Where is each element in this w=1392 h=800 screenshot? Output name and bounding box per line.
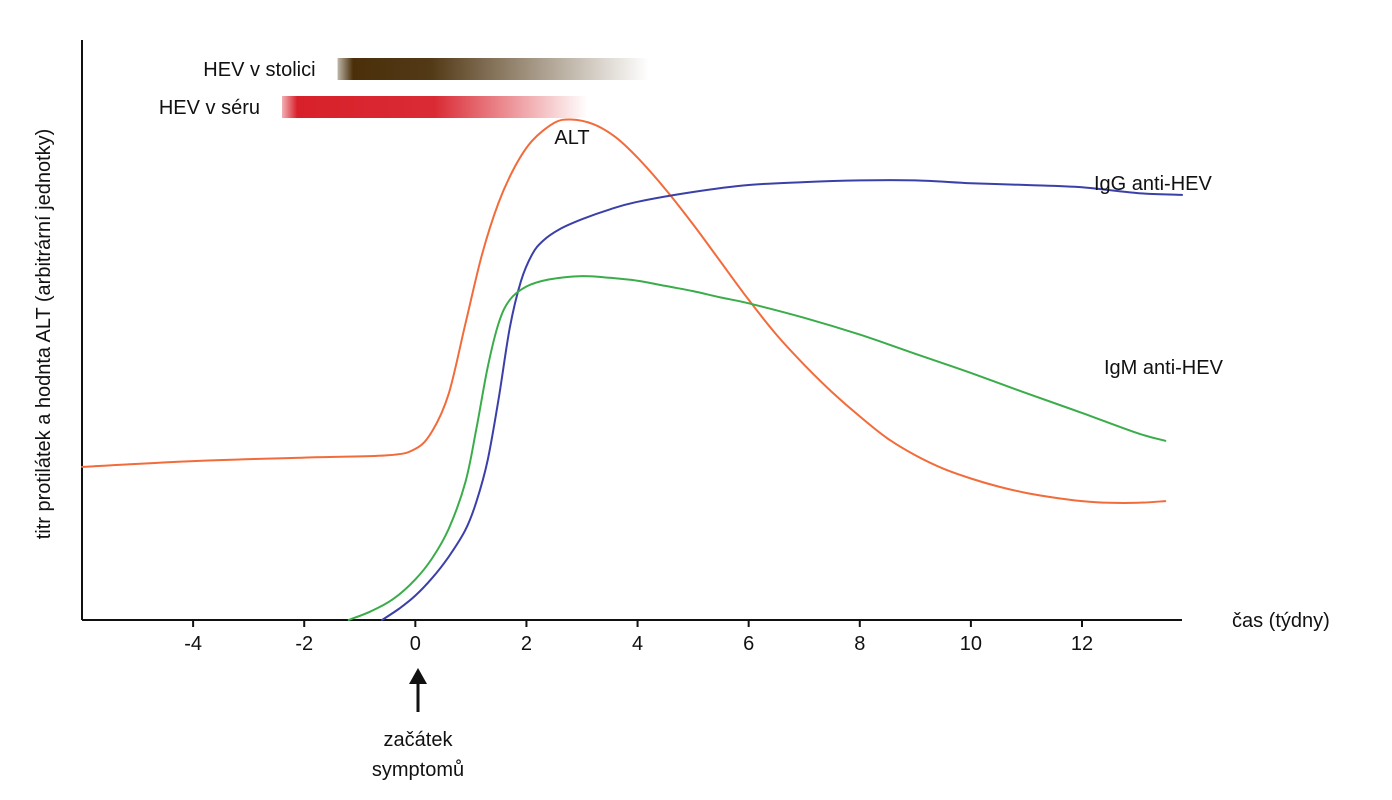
shedding-bar <box>282 96 588 118</box>
x-axis-label: čas (týdny) <box>1232 610 1330 632</box>
x-ticks: -4 -2 0 2 4 6 8 10 12 <box>184 620 1093 655</box>
series-lines <box>81 118 1183 621</box>
x-tick-label: 12 <box>1071 633 1093 655</box>
x-tick-label: 0 <box>410 633 421 655</box>
series-line-alt <box>81 118 1167 505</box>
x-tick-label: 6 <box>743 633 754 655</box>
x-tick-label: 10 <box>960 633 982 655</box>
series-line-igm <box>347 275 1167 621</box>
x-tick-label: 4 <box>632 633 643 655</box>
onset-arrow-icon <box>409 668 427 684</box>
shedding-bars: HEV v stolici HEV v séru <box>159 58 649 119</box>
x-tick-label: 2 <box>521 633 532 655</box>
x-tick-label: -4 <box>184 633 202 655</box>
series-line-igg <box>381 179 1183 621</box>
onset-label-line1: začátek <box>384 729 454 751</box>
x-tick-label: 8 <box>854 633 865 655</box>
series-label-igm: IgM anti-HEV <box>1104 357 1224 379</box>
y-axis-label: titr protilátek a hodnta ALT (arbitrární… <box>33 129 55 540</box>
series-label-igg: IgG anti-HEV <box>1094 173 1212 195</box>
x-tick-label: -2 <box>295 633 313 655</box>
shedding-bar-label: HEV v stolici <box>203 59 315 81</box>
shedding-bar <box>337 58 649 80</box>
onset-label-line2: symptomů <box>372 759 464 781</box>
symptom-onset-annotation: začátek symptomů <box>372 668 464 781</box>
series-label-alt: ALT <box>554 127 589 149</box>
shedding-bar-label: HEV v séru <box>159 97 260 119</box>
